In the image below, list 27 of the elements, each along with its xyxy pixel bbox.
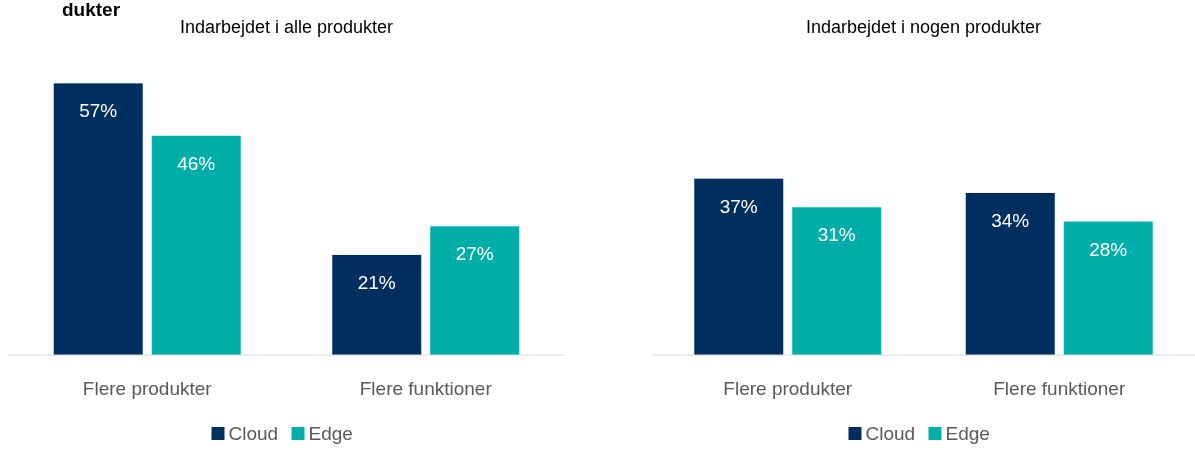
data-label: 27%	[455, 243, 494, 265]
legend-label: Cloud	[228, 423, 279, 444]
data-label: 28%	[1089, 238, 1128, 260]
data-label: 31%	[817, 224, 856, 246]
bar	[332, 254, 422, 355]
data-label: 57%	[79, 100, 118, 122]
data-label: 37%	[719, 195, 758, 217]
bar	[965, 192, 1055, 355]
bar	[151, 135, 241, 355]
x-tick-label: Flere produkter	[723, 378, 853, 399]
data-label: 34%	[991, 209, 1030, 231]
x-tick-label: Flere funktioner	[359, 378, 493, 399]
bar	[1063, 221, 1153, 355]
data-label: 21%	[357, 271, 396, 293]
data-label: 46%	[177, 152, 216, 174]
bar	[53, 83, 143, 355]
x-tick-label: Flere produkter	[82, 378, 213, 399]
bar	[792, 207, 882, 355]
chart-title: Indarbejdet i nogen produkter	[805, 17, 1042, 37]
bar	[694, 178, 784, 355]
legend-label: Cloud	[865, 423, 916, 444]
x-tick-label: Flere funktioner	[993, 378, 1126, 399]
chart-title: Indarbejdet i alle produkter	[179, 17, 394, 37]
legend-label: Edge	[945, 423, 990, 444]
legend-label: Edge	[308, 423, 353, 444]
text: dukter	[62, 0, 121, 20]
bar	[430, 226, 520, 355]
